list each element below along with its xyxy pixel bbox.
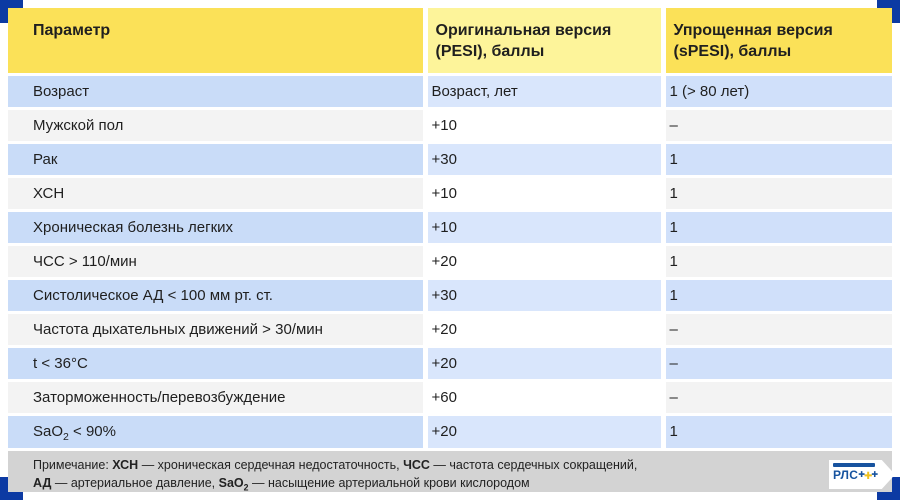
cell-parameter: ХСН xyxy=(8,174,425,210)
table-row: ЧСС > 110/мин +20 1 xyxy=(8,242,892,278)
table-row: ХСН +10 1 xyxy=(8,174,892,210)
cell-parameter: Систолическое АД < 100 мм рт. ст. xyxy=(8,276,425,312)
cell-pesi-points: +10 xyxy=(422,106,663,142)
cell-spesi-points: 1 (> 80 лет) xyxy=(660,72,892,108)
cell-spesi-points: 1 xyxy=(660,140,892,176)
column-header-parameter: Параметр xyxy=(8,8,425,74)
cell-parameter: Рак xyxy=(8,140,425,176)
cell-pesi-points: +30 xyxy=(422,140,663,176)
table-row: Возраст Возраст, лет 1 (> 80 лет) xyxy=(8,72,892,108)
table-body: Возраст Возраст, лет 1 (> 80 лет) Мужско… xyxy=(8,72,892,448)
table-row: Систолическое АД < 100 мм рт. ст. +30 1 xyxy=(8,276,892,312)
cell-parameter: Заторможенность/перевозбуждение xyxy=(8,378,425,414)
cell-parameter: Частота дыхательных движений > 30/мин xyxy=(8,310,425,346)
cell-spesi-points: 1 xyxy=(660,242,892,278)
cell-pesi-points: +10 xyxy=(422,208,663,244)
rls-logo: РЛС✚✚✚ xyxy=(829,460,895,489)
cell-pesi-points: Возраст, лет xyxy=(422,72,663,108)
table-row: t < 36°C +20 – xyxy=(8,344,892,380)
pesi-score-table: Параметр Оригинальная версия (PESI), бал… xyxy=(8,8,892,448)
cell-parameter: Хроническая болезнь легких xyxy=(8,208,425,244)
column-header-spesi: Упрощенная версия (sPESI), баллы xyxy=(660,8,892,74)
cell-spesi-points: 1 xyxy=(660,412,892,448)
cell-pesi-points: +60 xyxy=(422,378,663,414)
cell-spesi-points: – xyxy=(660,310,892,346)
cell-spesi-points: 1 xyxy=(660,208,892,244)
table-row: Мужской пол +10 – xyxy=(8,106,892,142)
cell-parameter: Возраст xyxy=(8,72,425,108)
cell-spesi-points: – xyxy=(660,106,892,142)
table-row: Хроническая болезнь легких +10 1 xyxy=(8,208,892,244)
column-header-pesi: Оригинальная версия (PESI), баллы xyxy=(422,8,663,74)
cell-pesi-points: +20 xyxy=(422,412,663,448)
cell-pesi-points: +20 xyxy=(422,310,663,346)
cell-pesi-points: +30 xyxy=(422,276,663,312)
cell-parameter: ЧСС > 110/мин xyxy=(8,242,425,278)
cell-pesi-points: +10 xyxy=(422,174,663,210)
cell-pesi-points: +20 xyxy=(422,242,663,278)
cell-parameter: SaO2 < 90% xyxy=(8,412,425,448)
rls-logo-microtext-bar xyxy=(833,463,875,467)
cell-parameter: Мужской пол xyxy=(8,106,425,142)
cell-pesi-points: +20 xyxy=(422,344,663,380)
footnote-band: Примечание: ХСН — хроническая сердечная … xyxy=(8,451,892,492)
rls-logo-gold-plus-icon: ✚ xyxy=(863,471,872,482)
table-row: Рак +30 1 xyxy=(8,140,892,176)
cell-spesi-points: 1 xyxy=(660,276,892,312)
cell-parameter: t < 36°C xyxy=(8,344,425,380)
rls-logo-text: РЛС✚✚✚ xyxy=(833,468,878,482)
cell-spesi-points: 1 xyxy=(660,174,892,210)
table-row: Частота дыхательных движений > 30/мин +2… xyxy=(8,310,892,346)
cell-spesi-points: – xyxy=(660,378,892,414)
table-row: SaO2 < 90% +20 1 xyxy=(8,412,892,448)
table-card: Параметр Оригинальная версия (PESI), бал… xyxy=(8,8,892,492)
cell-spesi-points: – xyxy=(660,344,892,380)
note-text: Примечание: ХСН — хроническая сердечная … xyxy=(33,458,638,493)
table-row: Заторможенность/перевозбуждение +60 – xyxy=(8,378,892,414)
table-header: Параметр Оригинальная версия (PESI), бал… xyxy=(8,8,892,74)
